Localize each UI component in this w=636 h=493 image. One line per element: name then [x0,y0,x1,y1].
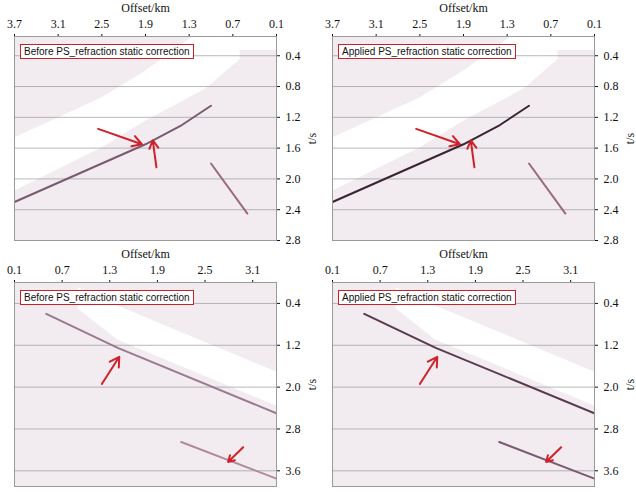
svg-text:1.3: 1.3 [102,263,117,277]
svg-text:0.1: 0.1 [325,263,340,277]
svg-text:Offset/km: Offset/km [439,247,488,261]
svg-text:2.8: 2.8 [286,233,301,246]
svg-text:1.9: 1.9 [468,263,483,277]
svg-text:1.6: 1.6 [286,141,301,155]
svg-text:3.1: 3.1 [563,263,578,277]
svg-text:2.8: 2.8 [604,233,619,246]
svg-text:3.7: 3.7 [325,17,340,31]
svg-text:t/s: t/s [305,379,319,391]
html-text:Before PS_refraction static co: Before PS_refraction static correction [24,292,190,303]
svg-text:0.8: 0.8 [286,79,301,93]
svg-text:0.1: 0.1 [587,17,602,31]
svg-text:0.7: 0.7 [543,17,558,31]
svg-text:t/s: t/s [305,133,319,145]
svg-text:0.1: 0.1 [269,17,284,31]
svg-text:0.7: 0.7 [373,263,388,277]
svg-text:2.5: 2.5 [198,263,213,277]
svg-text:2.0: 2.0 [286,380,301,394]
svg-text:1.2: 1.2 [604,338,619,352]
svg-text:3.1: 3.1 [51,17,66,31]
svg-text:2.4: 2.4 [604,203,619,217]
svg-text:Offset/km: Offset/km [121,1,170,15]
svg-text:2.0: 2.0 [604,380,619,394]
svg-text:3.6: 3.6 [286,464,301,478]
svg-text:1.9: 1.9 [456,17,471,31]
svg-text:1.2: 1.2 [286,338,301,352]
svg-text:2.4: 2.4 [286,203,301,217]
html-text:Applied PS_refraction static c: Applied PS_refraction static correction [342,46,512,57]
svg-text:1.2: 1.2 [604,110,619,124]
svg-text:t/s: t/s [623,379,636,391]
svg-text:2.8: 2.8 [286,422,301,436]
svg-text:3.1: 3.1 [369,17,384,31]
svg-text:2.8: 2.8 [604,422,619,436]
svg-text:1.9: 1.9 [138,17,153,31]
svg-text:0.7: 0.7 [225,17,240,31]
svg-text:3.7: 3.7 [7,17,22,31]
html-text:Before PS_refraction static co: Before PS_refraction static correction [24,46,190,57]
svg-text:0.4: 0.4 [604,296,619,310]
svg-text:0.7: 0.7 [55,263,70,277]
svg-text:1.2: 1.2 [286,110,301,124]
svg-text:Offset/km: Offset/km [121,247,170,261]
svg-text:2.5: 2.5 [516,263,531,277]
svg-text:3.1: 3.1 [245,263,260,277]
svg-text:2.5: 2.5 [412,17,427,31]
svg-text:2.5: 2.5 [94,17,109,31]
svg-text:0.4: 0.4 [604,49,619,63]
svg-text:1.3: 1.3 [500,17,515,31]
svg-text:1.9: 1.9 [150,263,165,277]
svg-text:0.1: 0.1 [7,263,22,277]
svg-text:Offset/km: Offset/km [439,1,488,15]
html-text:Applied PS_refraction static c: Applied PS_refraction static correction [342,292,512,303]
svg-text:2.0: 2.0 [286,172,301,186]
svg-text:3.6: 3.6 [604,464,619,478]
svg-text:1.3: 1.3 [182,17,197,31]
svg-text:0.8: 0.8 [604,79,619,93]
svg-text:0.4: 0.4 [286,296,301,310]
svg-text:0.4: 0.4 [286,49,301,63]
svg-text:t/s: t/s [623,133,636,145]
svg-text:2.0: 2.0 [604,172,619,186]
svg-text:1.3: 1.3 [420,263,435,277]
svg-text:1.6: 1.6 [604,141,619,155]
